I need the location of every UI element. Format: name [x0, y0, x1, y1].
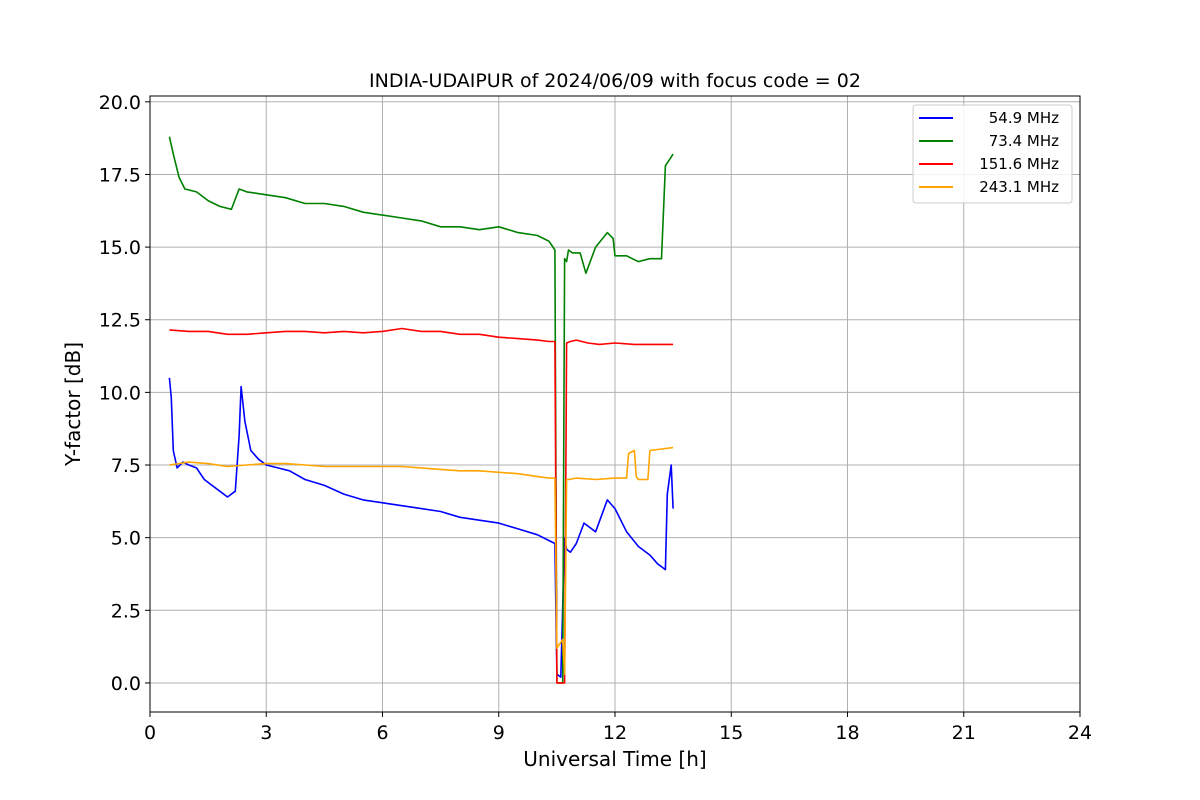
series-lines [168, 136, 674, 684]
legend-label: 73.4 MHz [989, 132, 1059, 150]
legend-label: 151.6 MHz [979, 155, 1059, 173]
x-tick-label: 3 [260, 722, 272, 744]
series-line-4 [169, 446, 674, 676]
y-tick-label: 10.0 [99, 382, 141, 404]
legend-box [912, 104, 1073, 204]
y-tick-label: 12.5 [99, 310, 141, 332]
x-tick-label: 9 [493, 722, 505, 744]
legend-label: 243.1 MHz [979, 178, 1059, 196]
series-line-1 [168, 377, 674, 678]
x-tick-label: 12 [603, 722, 627, 744]
series-line-2 [168, 136, 674, 684]
axis-ticks: 0 3 6 9 12 15 18 21 24 0.0 2.5 5.0 7.5 10.0 12.5 15.0 17… [99, 92, 1092, 744]
x-tick-label: 15 [719, 722, 743, 744]
y-axis-label: Y-factor [dB] [61, 342, 85, 467]
x-axis-label: Universal Time [h] [523, 747, 706, 771]
y-tick-label: 2.5 [111, 600, 141, 622]
y-tick-label: 7.5 [111, 455, 141, 477]
y-tick-label: 20.0 [99, 92, 141, 114]
legend: 54.9 MHz 73.4 MHz 151.6 MHz 243.1 MHz [912, 104, 1073, 204]
y-tick-label: 5.0 [111, 528, 141, 550]
x-tick-label: 6 [376, 722, 388, 744]
legend-label: 54.9 MHz [989, 109, 1059, 127]
x-tick-label: 21 [952, 722, 976, 744]
x-tick-label: 18 [835, 722, 859, 744]
x-tick-label: 0 [144, 722, 156, 744]
chart-title: INDIA-UDAIPUR of 2024/06/09 with focus c… [369, 70, 861, 92]
y-tick-label: 0.0 [111, 673, 141, 695]
y-tick-label: 17.5 [99, 164, 141, 186]
x-tick-label: 24 [1068, 722, 1092, 744]
series-line-3 [169, 327, 674, 684]
y-tick-label: 15.0 [99, 237, 141, 259]
